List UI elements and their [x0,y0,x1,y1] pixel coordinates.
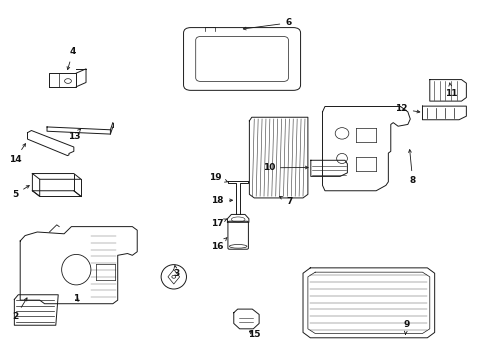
Text: 11: 11 [444,83,457,98]
Text: 13: 13 [67,129,81,141]
Text: 7: 7 [279,197,292,206]
Text: 16: 16 [211,238,226,251]
Text: 3: 3 [173,266,179,278]
Text: 12: 12 [394,104,419,113]
Text: 8: 8 [408,150,415,185]
Text: 15: 15 [247,330,260,339]
Text: 18: 18 [211,196,232,205]
Text: 14: 14 [9,144,25,164]
Text: 19: 19 [208,173,227,182]
Text: 9: 9 [403,320,409,334]
Text: 4: 4 [67,48,76,69]
Text: 17: 17 [211,219,226,228]
Text: 2: 2 [12,298,27,321]
Text: 10: 10 [262,163,307,172]
Text: 1: 1 [73,294,79,303]
Text: 5: 5 [12,185,29,199]
Text: 6: 6 [243,18,291,30]
